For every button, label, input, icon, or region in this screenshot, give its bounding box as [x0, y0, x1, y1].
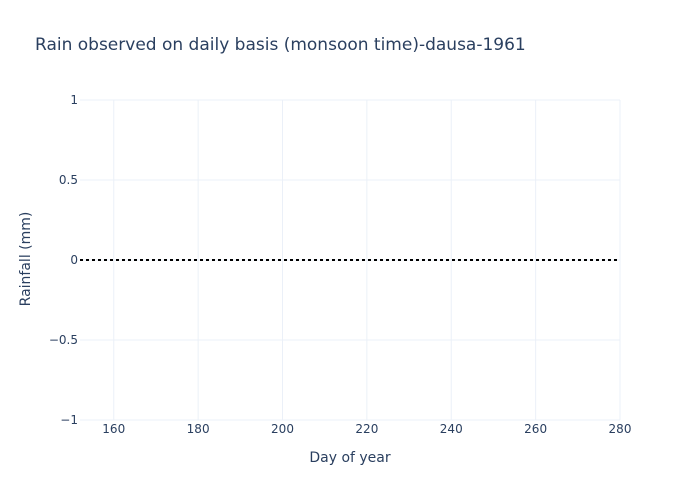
y-axis-title: Rainfall (mm) — [18, 212, 34, 307]
x-tick-label: 240 — [440, 422, 463, 436]
y-tick-label: 0 — [70, 253, 78, 267]
x-axis-title: Day of year — [309, 450, 391, 466]
y-tick-label: 0.5 — [59, 173, 78, 187]
x-tick-label: 200 — [271, 422, 294, 436]
chart-title: Rain observed on daily basis (monsoon ti… — [35, 35, 526, 55]
y-tick-label: −0.5 — [49, 333, 78, 347]
y-tick-label: −1 — [60, 413, 78, 427]
x-tick-labels: 160 180 200 220 240 260 280 — [102, 422, 631, 436]
x-tick-label: 160 — [102, 422, 125, 436]
y-tick-labels: 1 0.5 0 −0.5 −1 — [49, 93, 78, 427]
x-tick-label: 280 — [609, 422, 632, 436]
x-tick-label: 260 — [524, 422, 547, 436]
x-tick-label: 220 — [355, 422, 378, 436]
x-tick-label: 180 — [187, 422, 210, 436]
y-tick-label: 1 — [70, 93, 78, 107]
